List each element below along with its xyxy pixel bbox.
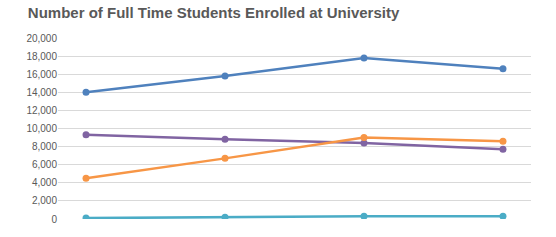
svg-text:6,000: 6,000	[32, 159, 57, 170]
svg-text:2,000: 2,000	[32, 195, 57, 206]
svg-text:14,000: 14,000	[26, 87, 57, 98]
svg-text:12,000: 12,000	[26, 105, 57, 116]
svg-text:20,000: 20,000	[26, 33, 57, 44]
svg-text:18,000: 18,000	[26, 51, 57, 62]
svg-text:0: 0	[51, 214, 57, 225]
svg-text:Number of Full Time Students E: Number of Full Time Students Enrolled at…	[28, 4, 400, 21]
svg-text:8,000: 8,000	[32, 141, 57, 152]
svg-text:10,000: 10,000	[26, 123, 57, 134]
svg-text:16,000: 16,000	[26, 69, 57, 80]
svg-text:4,000: 4,000	[32, 177, 57, 188]
